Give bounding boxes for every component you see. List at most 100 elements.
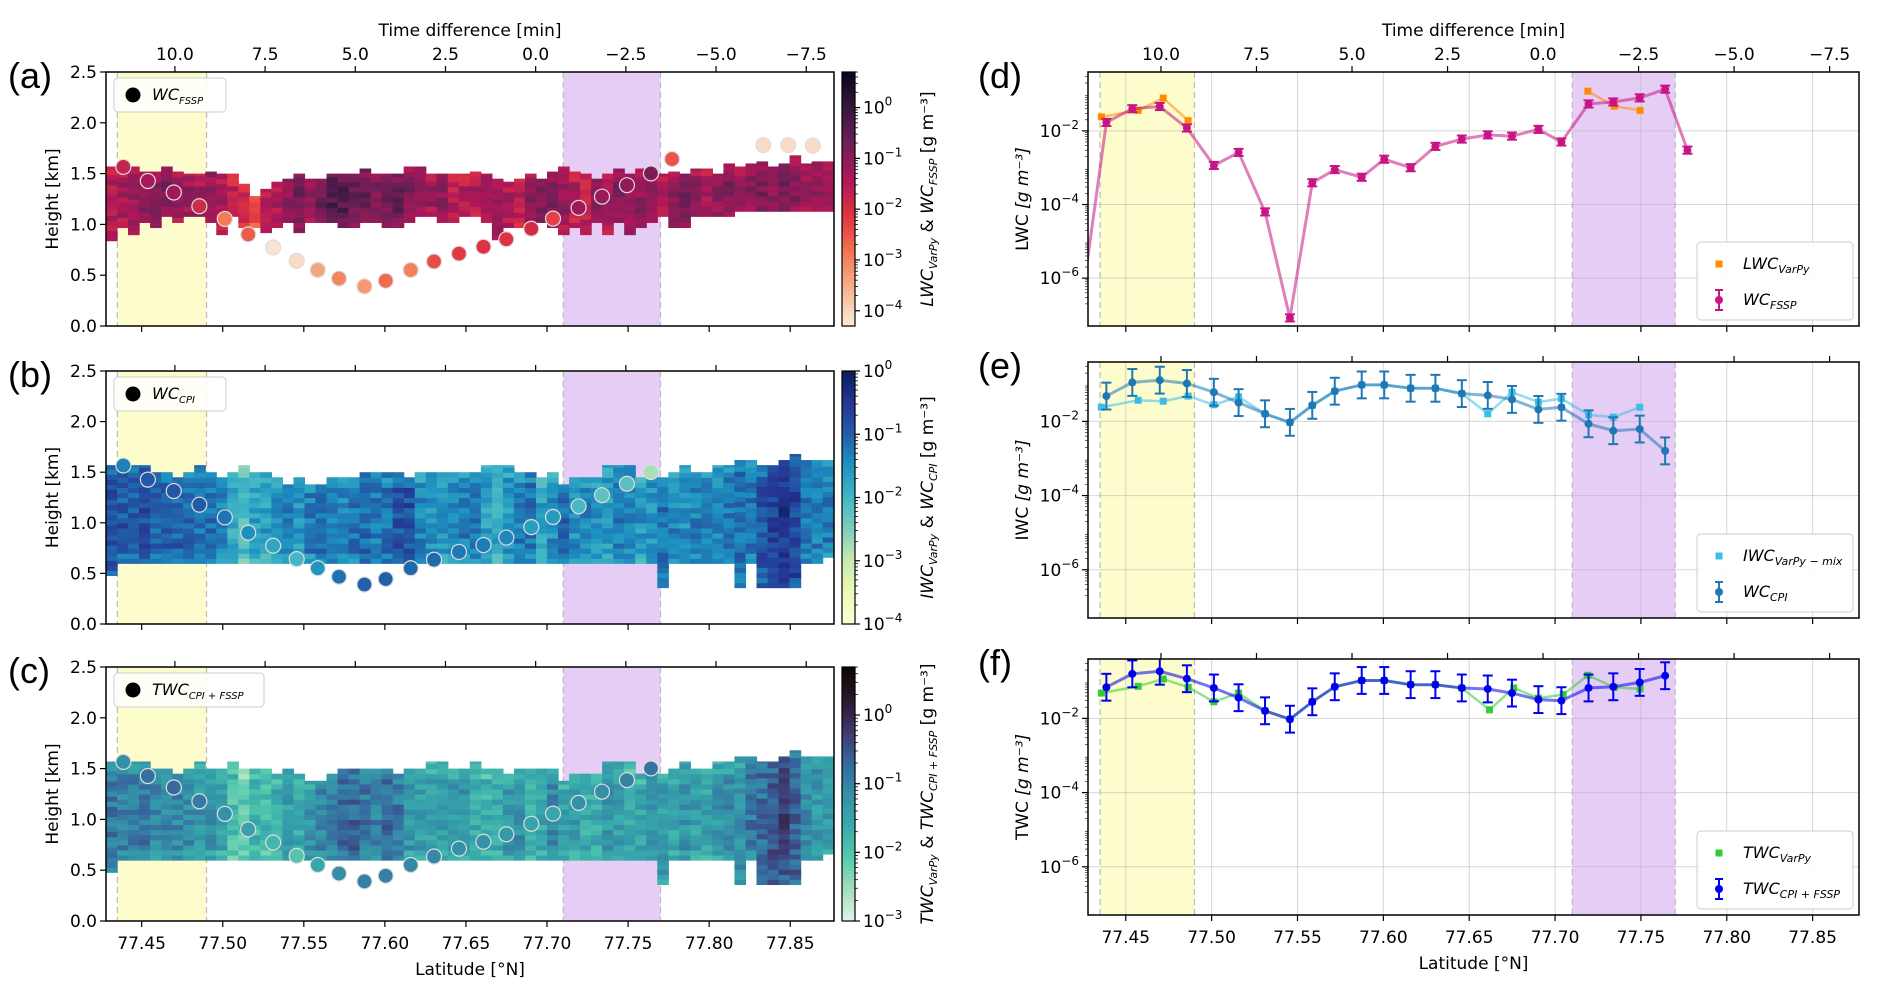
heatmap-cell — [591, 834, 603, 841]
heatmap-cell — [447, 854, 460, 861]
heatmap-cell — [436, 196, 449, 203]
heatmap-cell — [447, 512, 460, 519]
time-tick-label: 7.5 — [1243, 45, 1270, 65]
heatmap-cell — [745, 517, 758, 524]
heatmap-cell — [260, 778, 272, 785]
heatmap-cell — [150, 207, 162, 213]
heatmap-cell — [690, 168, 702, 172]
heatmap-cell — [712, 482, 725, 488]
heatmap-cell — [348, 799, 361, 805]
heatmap-cell — [249, 794, 261, 800]
heatmap-cell — [315, 834, 328, 841]
heatmap-cell — [580, 199, 592, 205]
heatmap-cell — [139, 191, 151, 198]
heatmap-cell — [811, 799, 824, 805]
heatmap-cell — [359, 814, 372, 820]
heatmap-cell — [128, 178, 140, 185]
heatmap-cell — [271, 507, 284, 514]
heatmap-cell — [150, 512, 162, 519]
heatmap-cell — [789, 476, 802, 482]
heatmap-cell — [558, 788, 570, 795]
heatmap-cell — [139, 839, 151, 846]
heatmap-cell — [359, 522, 372, 529]
heatmap-cell — [392, 532, 405, 539]
heatmap-cell — [800, 829, 813, 836]
heatmap-cell — [139, 497, 151, 504]
legend-box — [113, 672, 265, 708]
heatmap-cell — [767, 521, 780, 528]
heatmap-cell — [326, 553, 339, 559]
heatmap-cell — [304, 217, 317, 223]
heatmap-cell — [117, 834, 129, 841]
heatmap-cell — [194, 829, 206, 836]
heatmap-cell — [469, 773, 482, 780]
heatmap-cell — [635, 553, 647, 559]
heatmap-cell — [304, 202, 317, 208]
y-axis-title: TWC [g m⁻³] — [1013, 734, 1033, 841]
heatmap-cell — [128, 193, 140, 200]
heatmap-cell — [580, 804, 592, 810]
heatmap-cell — [524, 543, 537, 549]
scatter-point — [618, 772, 636, 789]
heatmap-cell — [183, 543, 195, 549]
heatmap-cell — [447, 804, 460, 810]
heatmap-cell — [128, 527, 140, 534]
heatmap-cell — [745, 849, 758, 856]
heatmap-cell — [271, 477, 284, 483]
heatmap-cell — [778, 536, 791, 543]
heatmap-cell — [205, 207, 217, 213]
data-point — [1584, 99, 1593, 108]
heatmap-cell — [723, 824, 736, 831]
heatmap-cell — [756, 516, 769, 523]
heatmap-cell — [756, 843, 769, 850]
heatmap-cell — [558, 492, 570, 499]
heatmap-cell — [106, 831, 118, 838]
heatmap-cell — [282, 809, 295, 815]
heatmap-cell — [414, 849, 427, 856]
heatmap-cell — [282, 181, 295, 188]
x-tick-label: 77.80 — [685, 934, 734, 954]
heatmap-cell — [723, 211, 736, 217]
colorbar-segment — [842, 838, 855, 843]
heatmap-cell — [326, 824, 339, 831]
heatmap-cell — [381, 553, 394, 559]
time-tick-label: 0.0 — [1530, 45, 1557, 65]
heatmap-cell — [535, 512, 548, 519]
colorbar-tick-label: 10−4 — [863, 298, 902, 322]
heatmap-cell — [690, 527, 702, 534]
heatmap-cell — [359, 824, 372, 831]
heatmap-cell — [679, 212, 691, 218]
heatmap-cell — [734, 577, 747, 584]
heatmap-cell — [128, 773, 140, 780]
heatmap-cell — [117, 553, 129, 559]
heatmap-cell — [216, 829, 228, 836]
heatmap-cell — [326, 783, 339, 790]
heatmap-cell — [293, 497, 306, 504]
heatmap-cell — [602, 507, 614, 514]
colorbar-segment — [842, 724, 855, 729]
heatmap-cell — [128, 761, 140, 765]
heatmap-cell — [249, 543, 261, 549]
heatmap-cell — [734, 180, 747, 187]
heatmap-cell — [723, 548, 736, 554]
heatmap-cell — [679, 829, 691, 836]
heatmap-cell — [194, 819, 206, 826]
heatmap-cell — [723, 537, 736, 544]
heatmap-cell — [491, 553, 504, 559]
heatmap-cell — [238, 217, 250, 223]
heatmap-cell — [635, 477, 647, 483]
heatmap-cell — [723, 195, 736, 202]
heatmap-cell — [227, 763, 239, 770]
heatmap-cell — [569, 824, 581, 831]
heatmap-cell — [635, 507, 647, 514]
heatmap-cell — [403, 517, 416, 524]
heatmap-cell — [359, 472, 372, 478]
heatmap-cell — [326, 212, 339, 218]
colorbar-segment — [842, 886, 855, 891]
heatmap-cell — [535, 186, 548, 193]
y-tick-label: 10−6 — [1040, 265, 1079, 289]
heatmap-cell — [635, 788, 647, 795]
heatmap-cell — [381, 477, 394, 483]
heatmap-cell — [304, 558, 317, 564]
heatmap-cell — [425, 548, 438, 554]
